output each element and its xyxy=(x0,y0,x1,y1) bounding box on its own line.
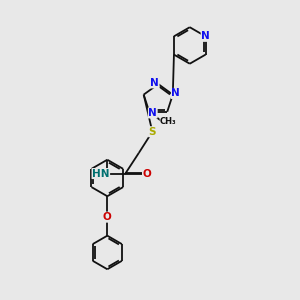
Text: N: N xyxy=(148,108,157,118)
Text: O: O xyxy=(103,212,112,222)
Text: N: N xyxy=(171,88,180,98)
Text: O: O xyxy=(143,169,152,179)
Text: S: S xyxy=(148,127,156,137)
Text: N: N xyxy=(150,78,159,88)
Text: CH₃: CH₃ xyxy=(160,117,177,126)
Text: HN: HN xyxy=(92,169,110,178)
Text: N: N xyxy=(201,31,210,41)
